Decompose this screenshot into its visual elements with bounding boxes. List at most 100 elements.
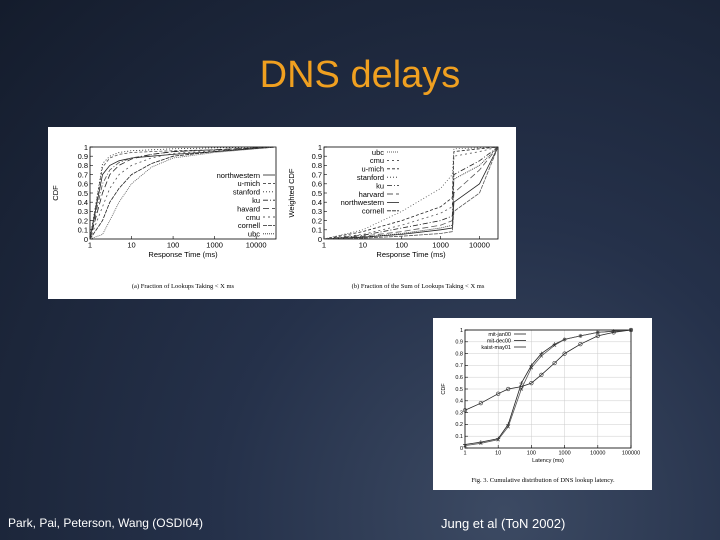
x-tick-label: 10000 [246,241,267,250]
legend-label: cornell [362,207,384,216]
data-point-mit-dec00 [562,337,567,342]
x-tick-label: 10 [359,241,367,250]
y-tick-label: 0.2 [455,422,463,428]
y-tick-label: 0.8 [78,161,88,170]
legend-label: mit-jan00 [488,332,511,338]
y-tick-label: 0.2 [312,216,322,225]
series-line-ubc [323,146,499,240]
y-tick-label: 0.6 [455,375,463,381]
legend-label: u-mich [361,165,384,174]
x-tick-label: 10 [495,451,501,457]
legend-label: u-mich [237,179,260,188]
legend-label: ku [376,181,384,190]
legend-label: kaist-may01 [481,345,511,351]
citation-left: Park, Pai, Peterson, Wang (OSDI04) [8,516,203,530]
x-tick-label: 100 [167,241,180,250]
jung-chart-svg: 1 10 100 1000 10000 100000 0 0.1 0.2 0.3 0.4 0.5 0.6… [441,328,640,484]
plot-a: 1 10 100 1000 10000 00.10.20.30.40.50.60.70.8… [51,143,277,290]
legend-label: havard [237,204,260,213]
x-tick-label: 100000 [622,451,640,457]
data-point-mit-dec00 [479,441,483,445]
series-line-ubc [89,146,277,240]
x-axis-label: Latency (ms) [532,458,564,464]
plot-b: 1 10 100 1000 10000 00.10.20.30.40.50.60.70.8… [287,143,499,290]
y-tick-label: 0.4 [455,399,463,405]
y-tick-label: 1 [460,328,463,334]
legend-label: ubc [248,230,260,239]
figure-caption: (a) Fraction of Lookups Taking < X ms [132,283,235,290]
y-tick-label: 0.5 [455,387,463,393]
legend-label: cmu [370,156,384,165]
data-point-mit-dec00 [539,354,544,358]
data-point-kaist-may01 [611,330,616,335]
y-tick-label: 0.7 [78,170,88,179]
citation-right: Jung et al (ToN 2002) [441,516,566,531]
y-tick-label: 1 [84,143,88,152]
series-line-cmu [323,146,499,240]
y-axis-label: Weighted CDF [287,168,296,217]
y-tick-label: 1 [318,143,322,152]
series-line-harvard [323,146,499,240]
y-tick-label: 0.1 [455,434,463,440]
x-tick-label: 1000 [558,451,570,457]
series-line-stanford [323,146,499,240]
data-point-kaist-may01 [519,384,524,389]
data-point-kaist-may01 [478,401,483,406]
figure-jung-et-al: 1 10 100 1000 10000 100000 0 0.1 0.2 0.3 0.4 0.5 0.6… [433,318,652,490]
x-tick-label: 10000 [469,241,490,250]
y-tick-label: 0.1 [312,226,322,235]
x-tick-label: 1 [463,451,466,457]
x-tick-label: 10 [127,241,135,250]
legend-label: cornell [238,221,260,230]
series-line-kaist-may01 [464,329,632,411]
data-point-kaist-may01 [562,351,567,356]
data-point-kaist-may01 [628,327,634,333]
y-tick-label: 0.1 [78,226,88,235]
y-tick-label: 0.7 [312,170,322,179]
data-point-kaist-may01 [462,408,468,413]
y-tick-label: 0.7 [455,363,463,369]
legend-label: stanford [357,173,384,182]
y-tick-label: 0.5 [78,189,88,198]
data-point-kaist-may01 [595,333,600,339]
series-line-havard [89,146,277,240]
y-tick-label: 0.4 [78,198,88,207]
legend-label: ku [252,196,260,205]
plot-frame [323,146,499,240]
legend-label: northwestern [217,171,260,180]
figure-caption: (b) Fraction of the Sum of Lookups Takin… [352,283,485,290]
legend-label: stanford [233,188,260,197]
x-tick-label: 1 [88,241,92,250]
x-tick-label: 100 [527,451,536,457]
data-point-mit-dec00 [506,425,510,429]
x-axis-label: Response Time (ms) [376,250,446,259]
legend-label: cmu [246,213,260,222]
data-point-kaist-may01 [529,380,534,386]
data-point-mit-dec00 [578,334,583,338]
legend-label: mit-dec00 [487,338,511,344]
data-point-mit-dec00 [596,330,600,335]
y-tick-label: 0 [460,446,463,452]
x-tick-label: 1000 [432,241,449,250]
data-point-mit-jan00 [519,381,524,386]
legend-b: ubccmuu-michstanfordkuharvardnorthwester… [341,148,399,216]
series-line-northwestern [323,146,499,240]
y-tick-label: 0.4 [312,198,322,207]
y-tick-label: 0.6 [312,180,322,189]
legend-label: ubc [372,148,384,157]
y-tick-label: 0.3 [312,207,322,216]
data-point-kaist-may01 [552,360,557,366]
legend-a: northwesternu-michstanfordkuhavardcmucor… [217,171,275,239]
plot-jung: 1 10 100 1000 10000 100000 0 0.1 0.2 0.3 0.4 0.5 0.6… [441,328,640,484]
y-tick-label: 0.9 [78,152,88,161]
y-tick-label: 0.9 [455,340,463,346]
data-point-mit-jan00 [539,351,544,356]
x-tick-label: 1 [322,241,326,250]
data-point-kaist-may01 [578,342,583,347]
data-point-kaist-may01 [539,372,544,377]
y-tick-label: 0.6 [78,180,88,189]
data-point-kaist-may01 [506,386,511,392]
series-line-cmu [89,146,277,240]
x-axis-label: Response Time (ms) [148,250,218,259]
